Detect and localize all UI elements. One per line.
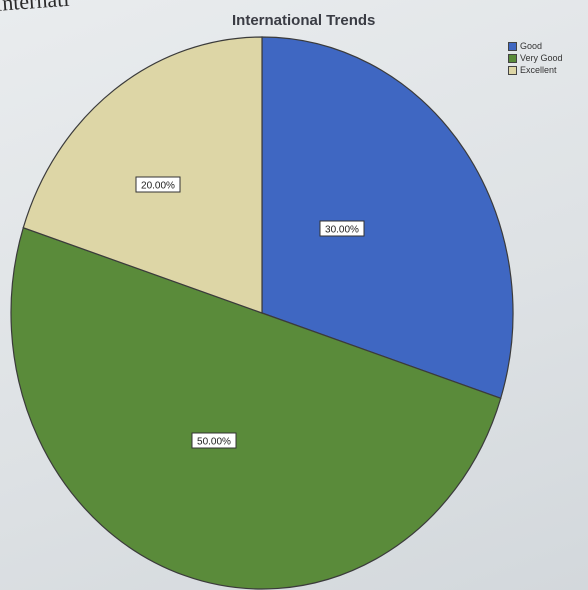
legend-item-good: Good [508,40,563,52]
legend-item-very-good: Very Good [508,52,563,64]
legend-label-excellent: Excellent [520,65,557,75]
legend-label-good: Good [520,41,543,51]
slice-label-very-good: 50.00% [191,432,237,449]
svg-text:20.00%: 20.00% [141,181,175,192]
pie-slice-good [261,36,514,400]
legend-swatch-excellent [508,65,517,75]
legend-label-very-good: Very Good [520,53,563,63]
legend-item-excellent: Excellent [508,64,563,76]
pie-slice-excellent [22,36,263,314]
legend-swatch-good [508,41,517,51]
slice-label-good: 30.00% [319,220,365,237]
slice-label-excellent: 20.00% [135,176,181,193]
chart-title: International Trends [232,12,376,29]
svg-text:30.00%: 30.00% [325,225,359,236]
pie-slice-very-good [10,226,502,590]
legend-swatch-very-good [508,53,517,63]
svg-text:50.00%: 50.00% [197,437,231,448]
chart-legend: Good Very Good Excellent [508,40,563,76]
